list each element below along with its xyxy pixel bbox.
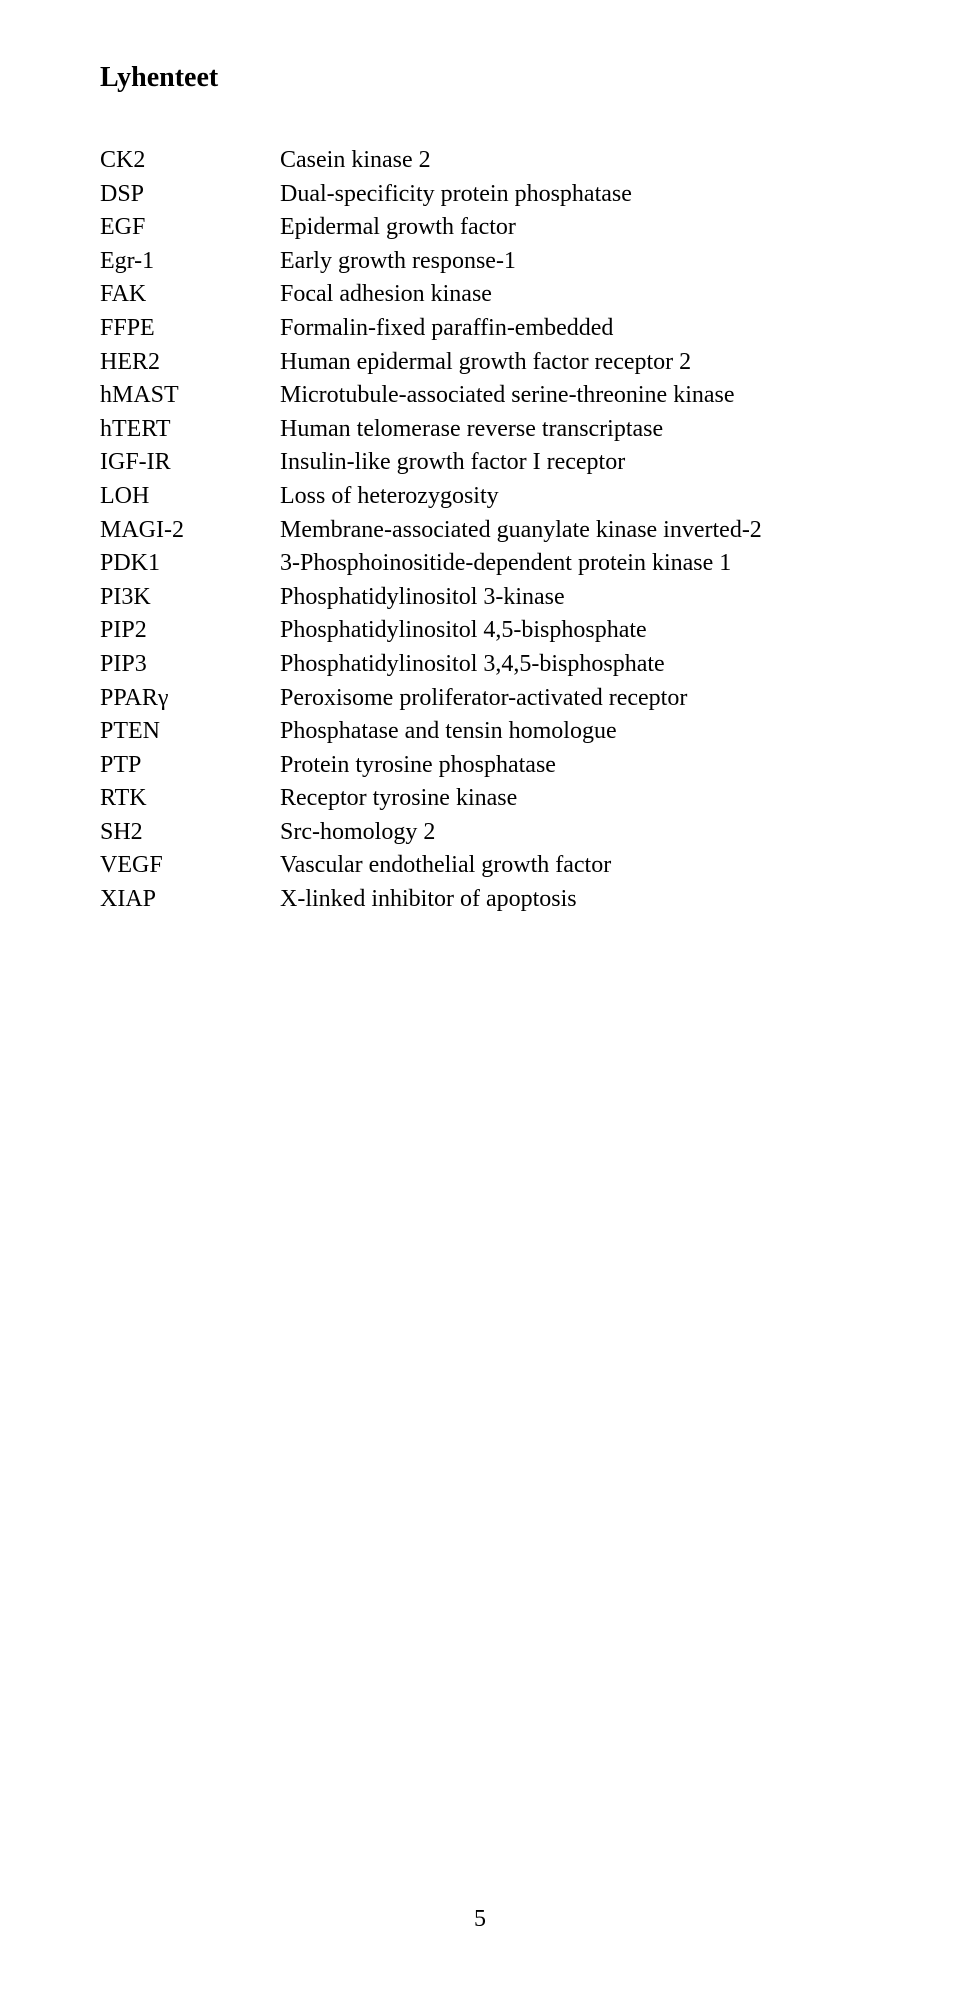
abbreviation-row: RTKReceptor tyrosine kinase	[100, 782, 860, 816]
abbreviation-definition: Focal adhesion kinase	[280, 278, 860, 312]
abbreviation-table: CK2Casein kinase 2DSPDual-specificity pr…	[100, 144, 860, 917]
abbreviation-definition: X-linked inhibitor of apoptosis	[280, 883, 860, 917]
abbreviation-row: Egr-1Early growth response-1	[100, 245, 860, 279]
page: Lyhenteet CK2Casein kinase 2DSPDual-spec…	[0, 0, 960, 1993]
abbreviation-row: HER2Human epidermal growth factor recept…	[100, 346, 860, 380]
abbreviation-row: PTPProtein tyrosine phosphatase	[100, 749, 860, 783]
abbreviation-term: CK2	[100, 144, 280, 178]
abbreviation-term: FAK	[100, 278, 280, 312]
page-number: 5	[0, 1906, 960, 1933]
abbreviation-term: HER2	[100, 346, 280, 380]
abbreviation-row: PPARγPeroxisome proliferator-activated r…	[100, 682, 860, 716]
abbreviation-term: IGF-IR	[100, 446, 280, 480]
abbreviation-term: Egr-1	[100, 245, 280, 279]
abbreviation-row: PI3KPhosphatidylinositol 3-kinase	[100, 581, 860, 615]
abbreviation-row: VEGFVascular endothelial growth factor	[100, 849, 860, 883]
abbreviation-term: PTEN	[100, 715, 280, 749]
abbreviation-term: PTP	[100, 749, 280, 783]
abbreviation-term: EGF	[100, 211, 280, 245]
abbreviation-definition: Human epidermal growth factor receptor 2	[280, 346, 860, 380]
abbreviation-row: hMASTMicrotubule-associated serine-threo…	[100, 379, 860, 413]
abbreviation-row: EGFEpidermal growth factor	[100, 211, 860, 245]
abbreviation-term: LOH	[100, 480, 280, 514]
abbreviation-definition: Loss of heterozygosity	[280, 480, 860, 514]
abbreviation-row: MAGI-2Membrane-associated guanylate kina…	[100, 514, 860, 548]
abbreviation-row: XIAPX-linked inhibitor of apoptosis	[100, 883, 860, 917]
abbreviation-row: LOHLoss of heterozygosity	[100, 480, 860, 514]
abbreviation-definition: Human telomerase reverse transcriptase	[280, 413, 860, 447]
abbreviation-term: RTK	[100, 782, 280, 816]
abbreviation-definition: Src-homology 2	[280, 816, 860, 850]
abbreviation-definition: Phosphatidylinositol 4,5-bisphosphate	[280, 614, 860, 648]
abbreviation-row: FFPEFormalin-fixed paraffin-embedded	[100, 312, 860, 346]
abbreviation-row: FAKFocal adhesion kinase	[100, 278, 860, 312]
abbreviation-term: hMAST	[100, 379, 280, 413]
abbreviation-definition: Casein kinase 2	[280, 144, 860, 178]
abbreviation-definition: Phosphatidylinositol 3,4,5-bisphosphate	[280, 648, 860, 682]
abbreviation-row: PTENPhosphatase and tensin homologue	[100, 715, 860, 749]
abbreviation-term: SH2	[100, 816, 280, 850]
abbreviation-term: PPARγ	[100, 682, 280, 716]
abbreviation-definition: Early growth response-1	[280, 245, 860, 279]
abbreviation-term: MAGI-2	[100, 514, 280, 548]
abbreviation-definition: Microtubule-associated serine-threonine …	[280, 379, 860, 413]
abbreviation-definition: Protein tyrosine phosphatase	[280, 749, 860, 783]
abbreviation-term: VEGF	[100, 849, 280, 883]
abbreviation-term: FFPE	[100, 312, 280, 346]
abbreviation-term: PDK1	[100, 547, 280, 581]
abbreviation-definition: Membrane-associated guanylate kinase inv…	[280, 514, 860, 548]
abbreviation-row: IGF-IRInsulin-like growth factor I recep…	[100, 446, 860, 480]
abbreviation-definition: Dual-specificity protein phosphatase	[280, 178, 860, 212]
abbreviation-row: PDK13-Phosphoinositide-dependent protein…	[100, 547, 860, 581]
abbreviation-row: SH2Src-homology 2	[100, 816, 860, 850]
abbreviation-definition: Peroxisome proliferator-activated recept…	[280, 682, 860, 716]
abbreviation-row: hTERTHuman telomerase reverse transcript…	[100, 413, 860, 447]
abbreviation-definition: Phosphatase and tensin homologue	[280, 715, 860, 749]
abbreviation-definition: Formalin-fixed paraffin-embedded	[280, 312, 860, 346]
abbreviation-definition: Vascular endothelial growth factor	[280, 849, 860, 883]
abbreviation-row: PIP2Phosphatidylinositol 4,5-bisphosphat…	[100, 614, 860, 648]
abbreviation-row: PIP3Phosphatidylinositol 3,4,5-bisphosph…	[100, 648, 860, 682]
abbreviation-row: DSPDual-specificity protein phosphatase	[100, 178, 860, 212]
abbreviation-row: CK2Casein kinase 2	[100, 144, 860, 178]
abbreviation-definition: Epidermal growth factor	[280, 211, 860, 245]
abbreviation-term: DSP	[100, 178, 280, 212]
abbreviation-term: XIAP	[100, 883, 280, 917]
abbreviation-definition: Insulin-like growth factor I receptor	[280, 446, 860, 480]
abbreviation-term: PIP3	[100, 648, 280, 682]
abbreviation-term: PI3K	[100, 581, 280, 615]
abbreviation-definition: Receptor tyrosine kinase	[280, 782, 860, 816]
abbreviation-definition: Phosphatidylinositol 3-kinase	[280, 581, 860, 615]
abbreviation-term: PIP2	[100, 614, 280, 648]
section-heading: Lyhenteet	[100, 62, 860, 94]
abbreviation-term: hTERT	[100, 413, 280, 447]
abbreviation-definition: 3-Phosphoinositide-dependent protein kin…	[280, 547, 860, 581]
